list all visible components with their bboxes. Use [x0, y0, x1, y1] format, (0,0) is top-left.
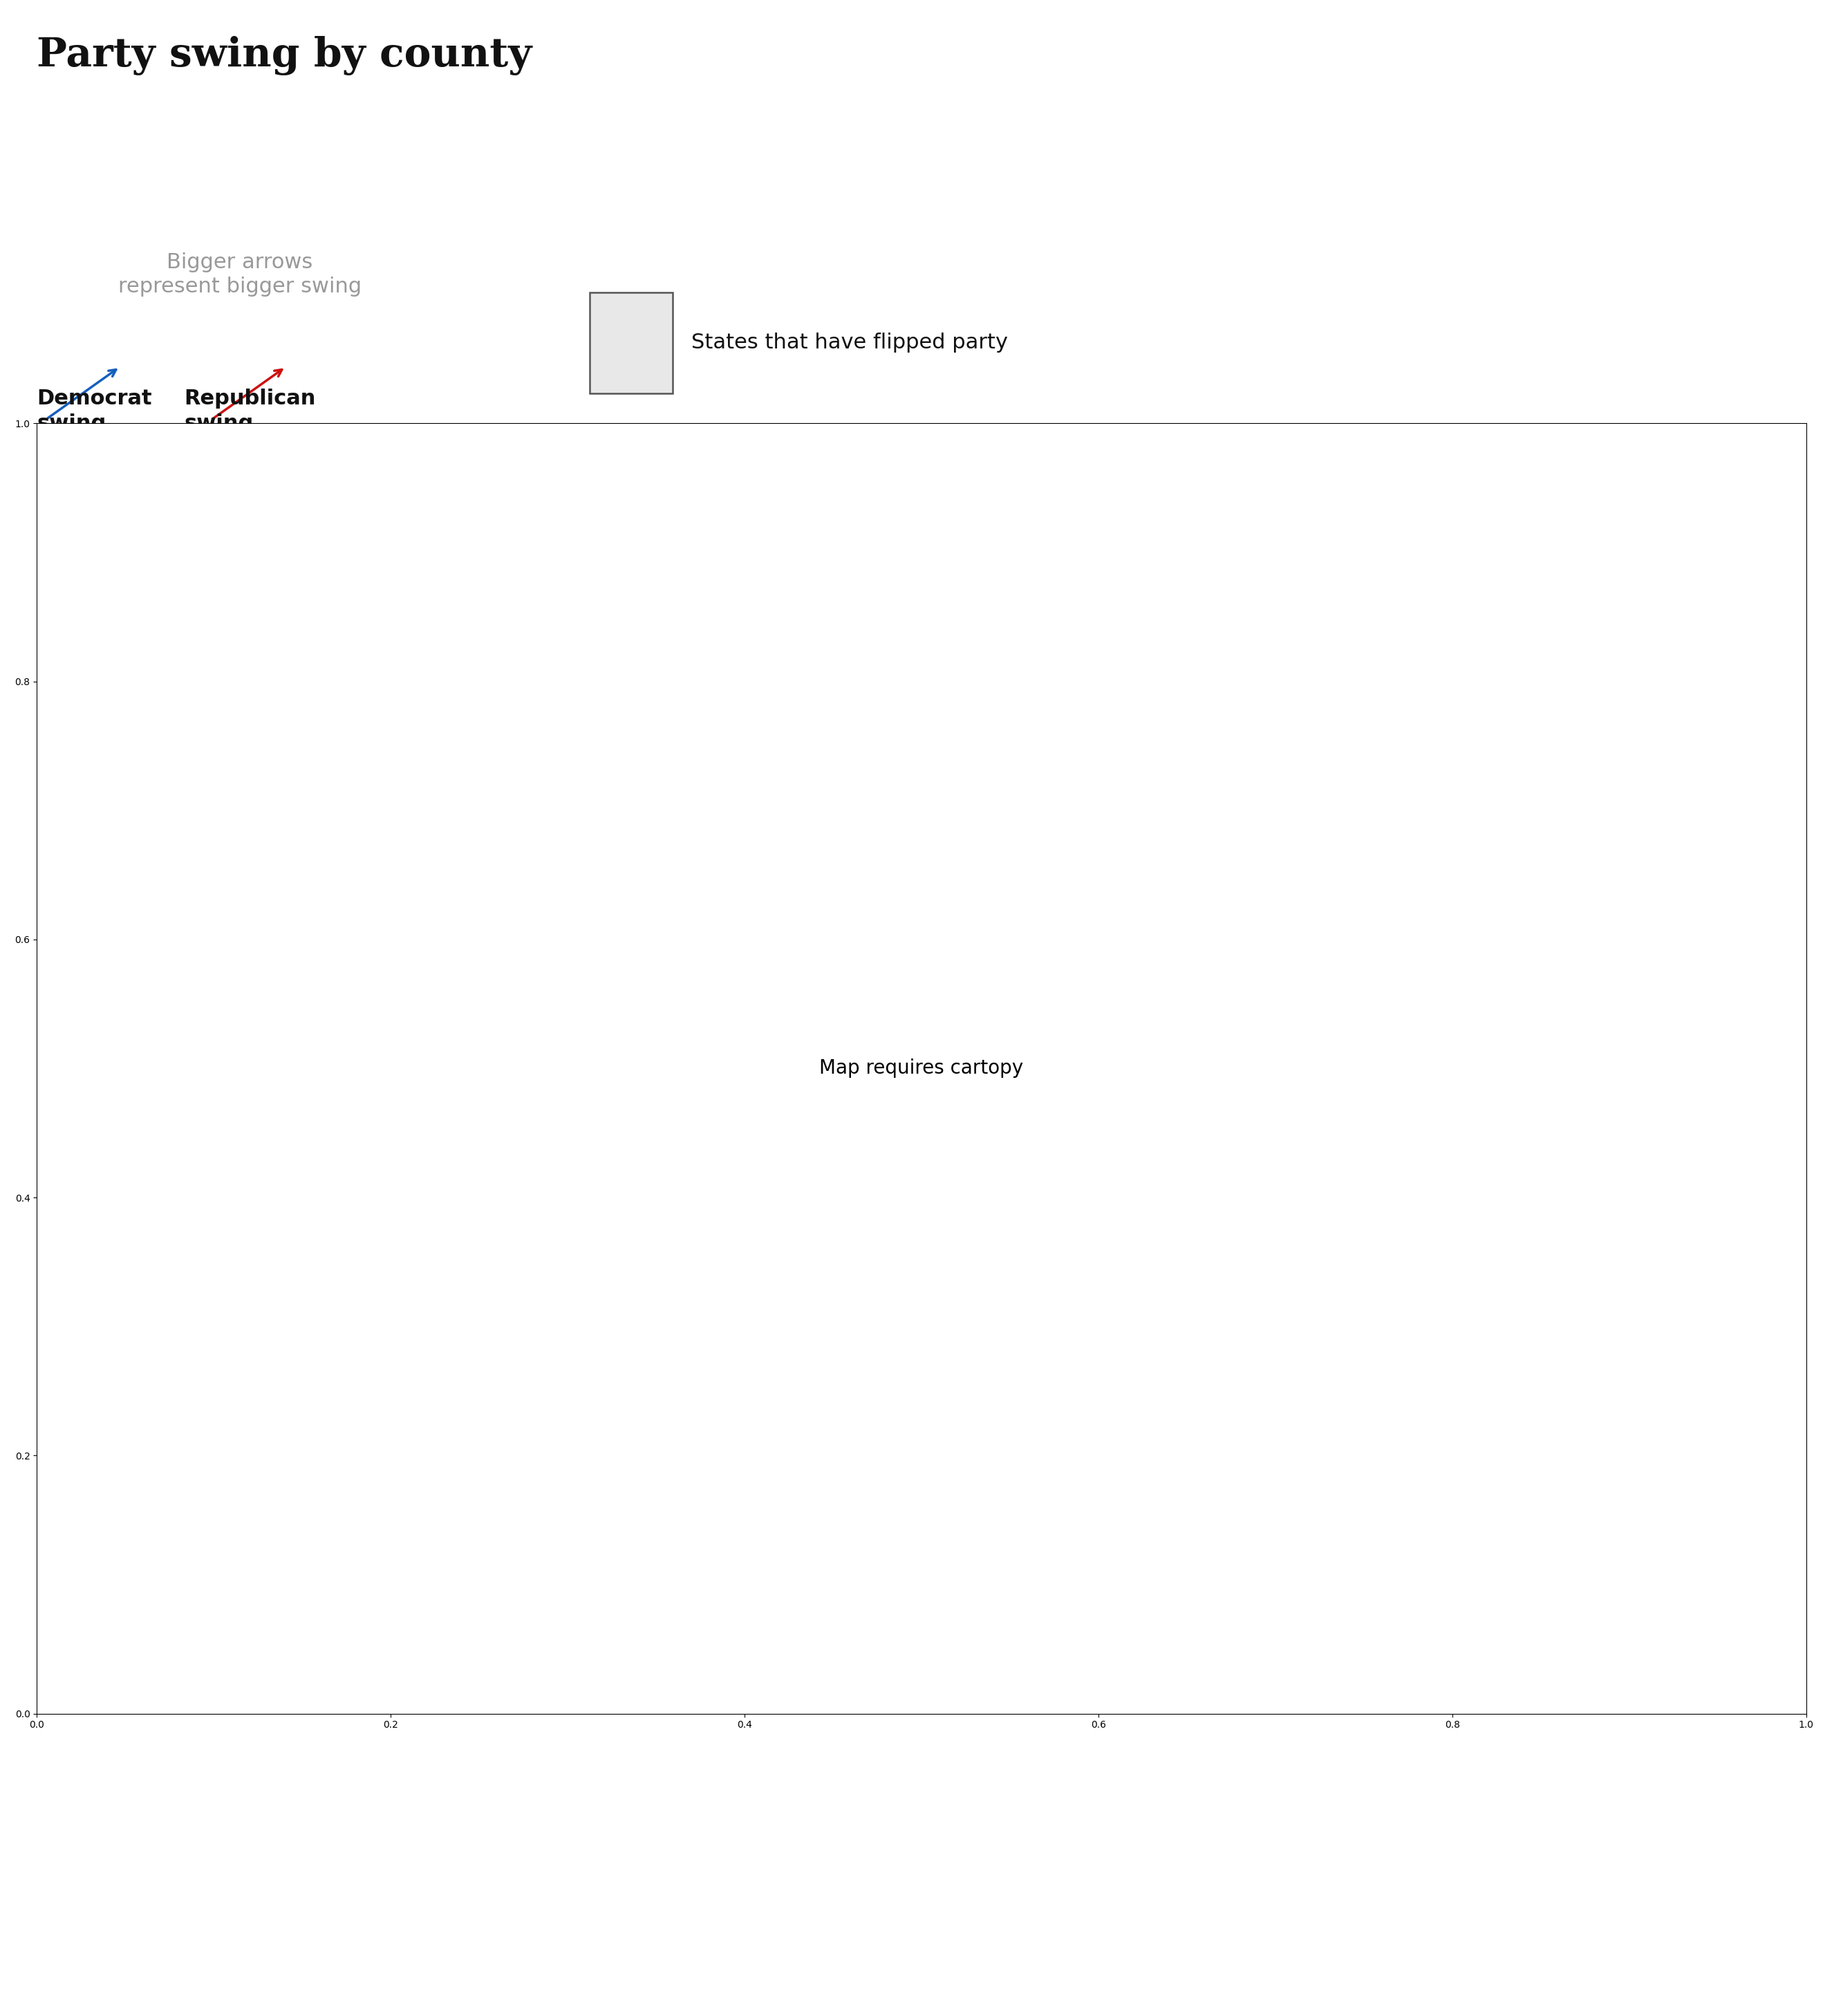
Text: Republican
swing: Republican swing: [184, 389, 315, 433]
Text: Map requires cartopy: Map requires cartopy: [820, 1058, 1023, 1079]
Text: Party swing by county: Party swing by county: [37, 36, 533, 77]
Text: Democrat
swing: Democrat swing: [37, 389, 151, 433]
Text: States that have flipped party: States that have flipped party: [691, 333, 1008, 353]
Bar: [590, 292, 673, 393]
Text: Bigger arrows
represent bigger swing: Bigger arrows represent bigger swing: [118, 252, 361, 296]
